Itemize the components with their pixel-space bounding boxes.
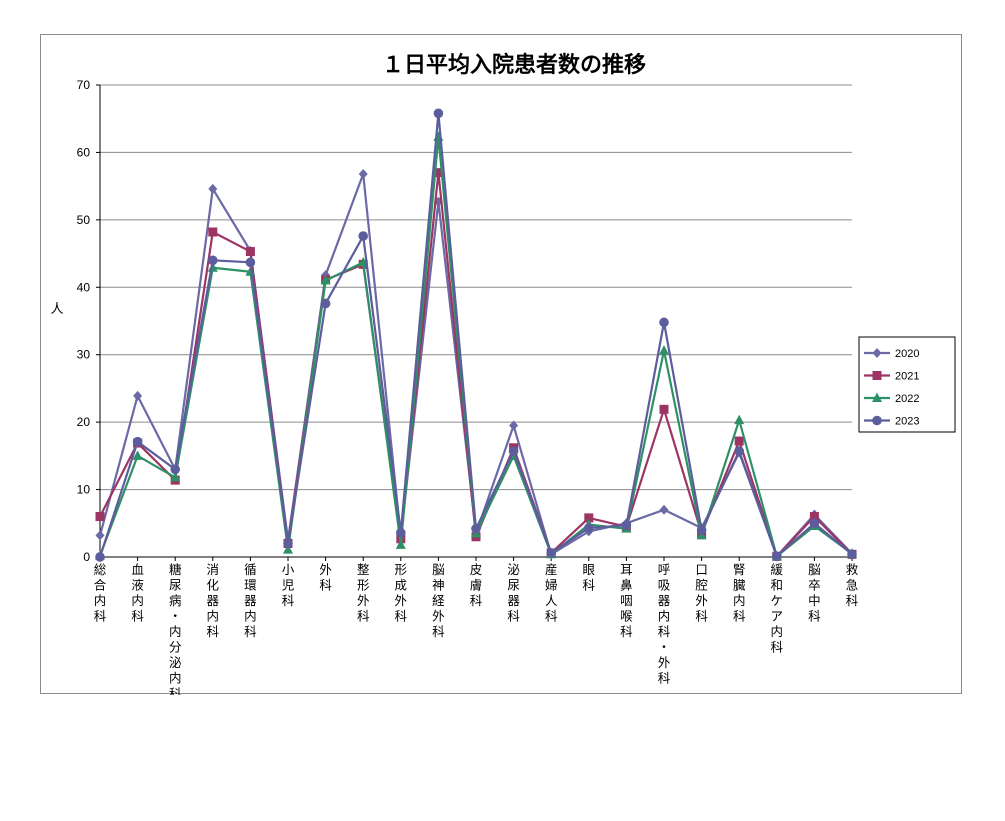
data-point-2021 bbox=[659, 404, 669, 414]
data-point-2021 bbox=[95, 512, 105, 522]
x-category-label: 消化器内科 bbox=[207, 562, 220, 639]
x-category-label: 総合内科 bbox=[94, 562, 107, 624]
data-point-2023 bbox=[847, 549, 857, 560]
x-category-label: 小児科 bbox=[282, 562, 295, 608]
x-category-label: 形成外科 bbox=[395, 562, 408, 624]
data-point-2020 bbox=[208, 183, 218, 194]
data-point-2023 bbox=[696, 525, 707, 535]
x-category-label: 腎臓内科 bbox=[733, 562, 746, 624]
legend-label: 2022 bbox=[895, 393, 919, 405]
legend-label: 2023 bbox=[895, 416, 919, 428]
legend-marker bbox=[872, 348, 882, 358]
gridlines bbox=[100, 84, 852, 491]
x-category-label: 循環器内科 bbox=[244, 562, 257, 639]
x-category-label: 糖尿病・内分泌内科 bbox=[169, 562, 182, 695]
data-point-2023 bbox=[508, 446, 519, 456]
data-point-2023 bbox=[621, 520, 632, 531]
x-category-label: 皮膚科 bbox=[470, 562, 483, 608]
legend-marker bbox=[872, 371, 882, 380]
legend-item-2021: 2021 bbox=[864, 371, 919, 383]
x-category-label: 緩和ケア内科 bbox=[771, 562, 784, 655]
legend-item-2022: 2022 bbox=[864, 392, 919, 405]
x-category-label: 呼吸器内科・外科 bbox=[658, 562, 671, 686]
y-axis-label: 人 bbox=[50, 302, 63, 317]
data-point-2020 bbox=[95, 530, 105, 541]
data-point-2023 bbox=[396, 527, 406, 538]
y-tick-label: 70 bbox=[77, 78, 91, 92]
data-point-2023 bbox=[320, 298, 331, 309]
y-tick-label: 20 bbox=[77, 415, 91, 429]
data-point-2022 bbox=[734, 414, 745, 425]
y-tick-labels: 0 10 20 30 40 50 60 70 bbox=[77, 78, 91, 564]
x-category-label: 口腔外科 bbox=[695, 562, 708, 624]
x-category-label: 外科 bbox=[319, 562, 332, 593]
chart-title: １日平均入院患者数の推移 bbox=[382, 52, 646, 78]
series-line-2023 bbox=[98, 112, 853, 558]
data-point-2021 bbox=[584, 513, 594, 523]
data-point-2021 bbox=[208, 227, 218, 237]
line-chart: １日平均入院患者数の推移 人 0 10 20 30 40 50 60 70 総合内科 血液内科 糖… bbox=[50, 52, 956, 695]
data-point-2023 bbox=[809, 518, 820, 529]
y-tick-label: 0 bbox=[83, 550, 90, 564]
data-point-2022 bbox=[320, 275, 331, 285]
data-point-2023 bbox=[283, 538, 293, 549]
axes bbox=[96, 84, 853, 561]
data-point-2023 bbox=[245, 257, 256, 268]
legend-marker bbox=[872, 392, 882, 402]
series-2021 bbox=[95, 168, 857, 561]
x-category-label: 脳神経外科 bbox=[432, 562, 445, 639]
y-tick-label: 50 bbox=[77, 213, 91, 227]
data-point-2022 bbox=[395, 539, 406, 549]
x-category-label: 整形外科 bbox=[357, 562, 370, 624]
data-point-2023 bbox=[584, 523, 594, 533]
data-point-2020 bbox=[659, 504, 669, 515]
series-line-2022 bbox=[98, 135, 853, 558]
x-category-label: 産婦人科 bbox=[545, 562, 558, 624]
data-point-2023 bbox=[659, 317, 669, 328]
data-point-2022 bbox=[132, 450, 143, 460]
y-tick-label: 10 bbox=[77, 483, 91, 497]
legend-item-2023: 2023 bbox=[864, 416, 919, 428]
legend-marker bbox=[872, 415, 882, 426]
legend: 2020 2021 2022 2023 bbox=[858, 336, 956, 433]
data-point-2021 bbox=[809, 512, 819, 522]
data-point-2022 bbox=[283, 544, 293, 554]
series-2023 bbox=[95, 108, 857, 562]
y-tick-label: 40 bbox=[77, 280, 91, 294]
data-point-2023 bbox=[132, 436, 143, 447]
series-lines bbox=[95, 108, 857, 562]
data-point-2020 bbox=[509, 420, 519, 431]
data-point-2021 bbox=[433, 168, 443, 178]
data-point-2022 bbox=[659, 345, 669, 355]
data-point-2023 bbox=[734, 446, 744, 456]
data-point-2023 bbox=[95, 552, 105, 562]
data-point-2023 bbox=[208, 255, 218, 266]
data-point-2023 bbox=[170, 464, 180, 475]
data-point-2023 bbox=[433, 108, 444, 119]
data-point-2023 bbox=[471, 523, 481, 534]
legend-label: 2020 bbox=[895, 348, 919, 360]
x-category-labels: 総合内科 血液内科 糖尿病・内分泌内科 消化器内科 循環器内科 小児科 外科 整形外科 形成外科… bbox=[94, 562, 859, 695]
x-category-label: 救急科 bbox=[846, 562, 859, 608]
legend-item-2020: 2020 bbox=[864, 348, 919, 360]
data-point-2020 bbox=[358, 169, 368, 180]
x-category-label: 血液内科 bbox=[131, 562, 144, 624]
series-2022 bbox=[95, 131, 857, 561]
data-point-2021 bbox=[245, 247, 255, 257]
data-point-2022 bbox=[170, 471, 181, 482]
data-point-2022 bbox=[433, 131, 444, 141]
chart-frame: １日平均入院患者数の推移 人 0 10 20 30 40 50 60 70 総合内科 血液内科 糖… bbox=[40, 34, 962, 695]
data-point-2020 bbox=[133, 390, 143, 401]
x-category-label: 眼科 bbox=[583, 562, 596, 593]
data-point-2023 bbox=[358, 231, 369, 241]
x-category-label: 耳鼻咽喉科 bbox=[620, 562, 633, 639]
x-category-label: 泌尿器科 bbox=[507, 562, 520, 624]
x-category-label: 脳卒中科 bbox=[808, 562, 821, 624]
data-point-2023 bbox=[546, 548, 556, 558]
data-point-2023 bbox=[772, 551, 782, 562]
legend-label: 2021 bbox=[895, 371, 919, 383]
data-point-2021 bbox=[734, 436, 744, 446]
y-tick-label: 30 bbox=[77, 348, 91, 362]
y-tick-label: 60 bbox=[77, 145, 91, 159]
